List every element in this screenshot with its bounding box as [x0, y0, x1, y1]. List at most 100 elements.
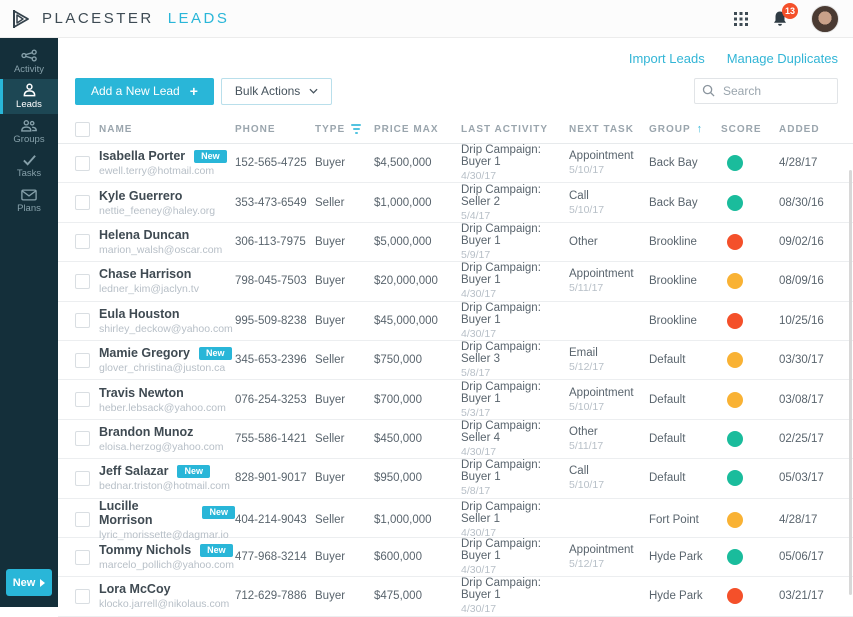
row-checkbox[interactable]: [75, 588, 90, 604]
lead-group: Fort Point: [649, 513, 699, 526]
lead-name[interactable]: Travis Newton: [99, 385, 184, 400]
lead-name[interactable]: Eula Houston: [99, 306, 180, 321]
lead-last-activity-date: 4/30/17: [461, 603, 497, 616]
lead-price-max: $4,500,000: [374, 157, 432, 170]
new-badge: New: [199, 346, 232, 360]
column-header-score[interactable]: SCORE: [721, 123, 762, 135]
column-header-group[interactable]: GROUP ↑: [649, 123, 704, 135]
row-checkbox[interactable]: [75, 313, 90, 329]
lead-last-activity: Drip Campaign: Buyer 1: [461, 538, 541, 563]
lead-name[interactable]: Lucille Morrison: [99, 498, 153, 527]
bulk-actions-button[interactable]: Bulk Actions: [220, 77, 333, 105]
sidebar: Activity Leads Groups Tasks Plans: [0, 38, 58, 607]
lead-name[interactable]: Chase Harrison: [99, 267, 192, 282]
lead-added-date: 03/30/17: [779, 354, 824, 367]
lead-last-activity: Drip Campaign: Buyer 1: [461, 301, 541, 326]
lead-name[interactable]: Helena Duncan: [99, 227, 190, 242]
lead-next-task-date: 5/11/17: [569, 282, 604, 295]
search-input[interactable]: [694, 78, 838, 104]
column-header-price-max[interactable]: PRICE MAX: [374, 123, 439, 135]
lead-email: lyric_morissette@dagmar.io: [99, 528, 229, 541]
lead-group: Default: [649, 432, 686, 445]
row-checkbox[interactable]: [75, 470, 90, 486]
table-row[interactable]: Helena Duncan marion_walsh@oscar.com 306…: [58, 223, 853, 263]
lead-next-task: Appointment: [569, 150, 634, 163]
row-checkbox[interactable]: [75, 392, 90, 408]
page-links: Import Leads Manage Duplicates: [58, 38, 853, 66]
new-button[interactable]: New: [6, 569, 52, 596]
row-checkbox[interactable]: [75, 549, 90, 565]
add-new-lead-button[interactable]: Add a New Lead +: [75, 77, 214, 105]
lead-name[interactable]: Isabella Porter: [99, 149, 186, 164]
logo[interactable]: PLACESTER LEADS: [10, 7, 229, 31]
notifications-bell-icon[interactable]: 13: [771, 2, 798, 28]
row-checkbox[interactable]: [75, 195, 90, 211]
column-header-type[interactable]: TYPE: [315, 124, 374, 135]
table-row[interactable]: Mamie Gregory New glover_christina@justo…: [58, 341, 853, 381]
column-header-added[interactable]: ADDED: [779, 123, 820, 135]
sidebar-item-groups[interactable]: Groups: [0, 114, 58, 149]
row-checkbox[interactable]: [75, 431, 90, 447]
lead-last-activity: Drip Campaign: Buyer 1: [461, 577, 541, 602]
lead-name[interactable]: Brandon Munoz: [99, 424, 194, 439]
manage-duplicates-link[interactable]: Manage Duplicates: [726, 51, 838, 66]
lead-name[interactable]: Jeff Salazar: [99, 464, 169, 479]
lead-name[interactable]: Kyle Guerrero: [99, 188, 183, 203]
table-row[interactable]: Travis Newton heber.lebsack@yahoo.com 07…: [58, 380, 853, 420]
column-header-last-activity[interactable]: LAST ACTIVITY: [461, 123, 549, 135]
lead-added-date: 08/09/16: [779, 275, 824, 288]
sidebar-item-plans[interactable]: Plans: [0, 184, 58, 219]
sidebar-item-label: Activity: [13, 63, 45, 75]
import-leads-link[interactable]: Import Leads: [628, 51, 705, 66]
lead-type: Seller: [315, 196, 345, 209]
lead-group: Brookline: [649, 275, 697, 288]
lead-type: Seller: [315, 354, 345, 367]
lead-type: Buyer: [315, 275, 346, 288]
sidebar-item-activity[interactable]: Activity: [0, 44, 58, 79]
lead-next-task: Appointment: [569, 544, 634, 557]
lead-name[interactable]: Tommy Nichols: [99, 543, 192, 558]
table-row[interactable]: Lucille Morrison New lyric_morissette@da…: [58, 498, 853, 541]
score-dot: [727, 155, 743, 172]
select-all-checkbox[interactable]: [75, 121, 90, 137]
row-checkbox[interactable]: [75, 512, 90, 528]
column-header-phone[interactable]: PHONE: [235, 123, 276, 135]
user-avatar[interactable]: [811, 4, 839, 33]
lead-added-date: 05/03/17: [779, 472, 824, 485]
lead-next-task-date: 5/10/17: [569, 164, 605, 177]
lead-phone: 828-901-9017: [235, 472, 307, 485]
lead-price-max: $5,000,000: [374, 235, 432, 248]
chevron-down-icon: [309, 88, 318, 94]
sort-ascending-icon[interactable]: ↑: [696, 123, 704, 135]
filter-icon[interactable]: [351, 124, 362, 134]
lead-name[interactable]: Mamie Gregory: [99, 346, 191, 361]
table-row[interactable]: Kyle Guerrero nettie_feeney@haley.org 35…: [58, 183, 853, 223]
lead-added-date: 08/30/16: [779, 196, 824, 209]
sidebar-item-leads[interactable]: Leads: [0, 79, 58, 114]
table-row[interactable]: Jeff Salazar New bednar.triston@hotmail.…: [58, 459, 853, 499]
sidebar-item-tasks[interactable]: Tasks: [0, 149, 58, 184]
lead-name[interactable]: Lora McCoy: [99, 582, 171, 597]
notification-count-badge: 13: [781, 2, 798, 19]
row-checkbox[interactable]: [75, 273, 90, 289]
column-header-name[interactable]: NAME: [99, 123, 133, 135]
table-row[interactable]: Brandon Munoz eloisa.herzog@yahoo.com 75…: [58, 420, 853, 460]
lead-last-activity-date: 5/8/17: [461, 485, 491, 498]
apps-grid-icon[interactable]: [733, 11, 749, 27]
column-header-next-task[interactable]: NEXT TASK: [569, 123, 634, 135]
row-checkbox[interactable]: [75, 234, 90, 250]
lead-price-max: $700,000: [374, 393, 422, 406]
lead-last-activity: Drip Campaign: Seller 1: [461, 500, 541, 525]
row-checkbox[interactable]: [75, 352, 90, 368]
table-header: NAME PHONE TYPE PRICE MAX LAST ACTIVITY …: [58, 115, 853, 144]
add-lead-label: Add a New Lead: [91, 84, 180, 98]
table-row[interactable]: Chase Harrison ledner_kim@jaclyn.tv 798-…: [58, 262, 853, 302]
score-dot: [727, 312, 743, 329]
table-row[interactable]: Isabella Porter New ewell.terry@hotmail.…: [58, 144, 853, 184]
table-row[interactable]: Lora McCoy klocko.jarrell@nikolaus.com 7…: [58, 577, 853, 617]
table-row[interactable]: Tommy Nichols New marcelo_pollich@yahoo.…: [58, 538, 853, 578]
table-row[interactable]: Eula Houston shirley_deckow@yahoo.com 99…: [58, 302, 853, 341]
new-badge: New: [177, 464, 210, 478]
vertical-scrollbar[interactable]: [849, 170, 852, 595]
row-checkbox[interactable]: [75, 155, 90, 171]
